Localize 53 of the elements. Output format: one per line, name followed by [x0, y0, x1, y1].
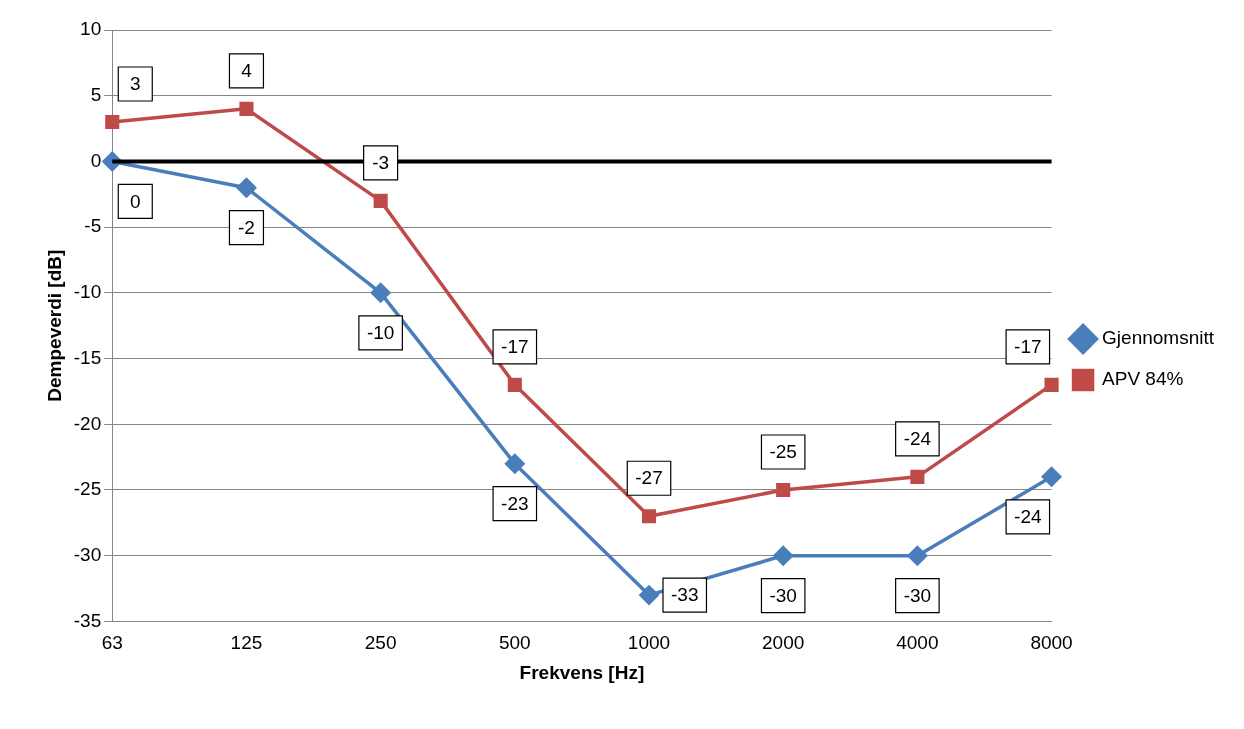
- point: [910, 469, 925, 484]
- data-label: -33: [671, 584, 699, 606]
- data-label: -10: [366, 322, 395, 344]
- y-tick-label: -30: [73, 543, 102, 565]
- point: [105, 114, 120, 130]
- y-tick-label: 5: [90, 83, 102, 105]
- point: [641, 509, 657, 524]
- y-tick-label: -35: [73, 609, 102, 631]
- x-tick-label: 1000: [627, 632, 671, 654]
- data-label: -2: [237, 216, 255, 238]
- data-label: -25: [769, 441, 797, 463]
- y-tick-label: -15: [73, 346, 102, 368]
- point: [507, 377, 522, 392]
- x-tick-label: 125: [230, 632, 263, 654]
- data-label: -24: [1014, 506, 1042, 528]
- point: [370, 283, 391, 303]
- y-tick-label: -5: [84, 215, 102, 237]
- y-tick-label: -20: [73, 412, 102, 434]
- y-tick-label: -25: [73, 478, 102, 500]
- y-tick-label: 10: [80, 18, 102, 40]
- x-tick-label: 63: [101, 632, 123, 654]
- legend-label: Gjennomsnitt: [1102, 327, 1215, 349]
- y-axis-title: Dempeverdi [dB]: [43, 249, 65, 402]
- x-tick-label: 500: [498, 632, 531, 654]
- x-tick-label: 8000: [1030, 632, 1073, 654]
- data-label: -27: [635, 467, 663, 489]
- data-label: -3: [372, 152, 390, 174]
- x-tick-label: 250: [364, 632, 397, 654]
- y-tick-label: -10: [73, 281, 102, 303]
- x-axis-title: Frekvens [Hz]: [519, 661, 645, 683]
- point: [236, 177, 257, 198]
- point: [239, 101, 254, 116]
- point: [773, 545, 793, 566]
- data-label: -30: [903, 584, 932, 606]
- data-label: -23: [501, 492, 529, 514]
- data-label: 0: [129, 190, 141, 212]
- point: [1041, 467, 1062, 487]
- data-label: -30: [769, 584, 797, 606]
- legend-label: APV 84%: [1102, 368, 1184, 390]
- x-tick-label: 2000: [762, 632, 805, 654]
- data-label: 4: [241, 60, 253, 82]
- point: [776, 482, 791, 498]
- point: [639, 585, 659, 605]
- data-label: 3: [129, 73, 141, 95]
- point: [1044, 377, 1059, 392]
- point: [373, 193, 388, 208]
- x-tick-label: 4000: [896, 632, 939, 654]
- data-label: -17: [501, 336, 529, 358]
- data-label: -17: [1014, 336, 1042, 358]
- point: [907, 545, 928, 566]
- y-tick-label: 0: [90, 149, 102, 171]
- point: [505, 453, 525, 474]
- data-label: -24: [903, 428, 932, 450]
